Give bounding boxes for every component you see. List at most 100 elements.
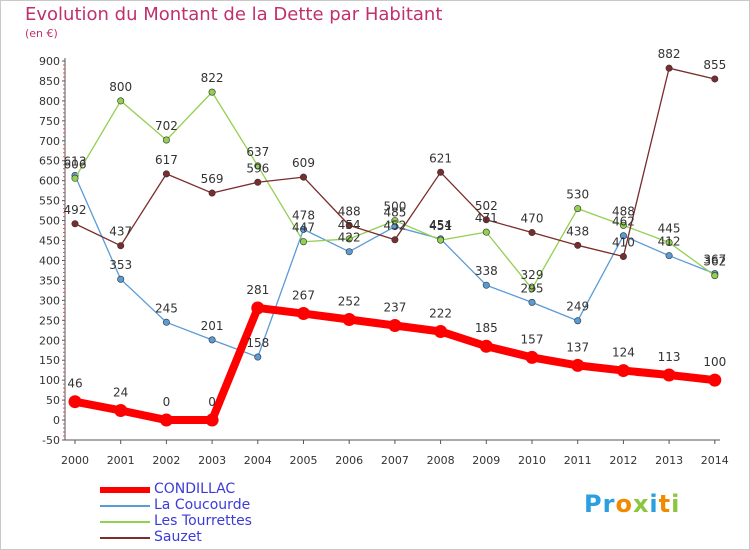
y-tick-label: 250 xyxy=(39,314,60,327)
data-label-la-coucourde: 478 xyxy=(292,208,315,222)
legend-label-la-coucourde: La Coucourde xyxy=(154,497,251,513)
data-label-sauzet: 617 xyxy=(155,153,178,167)
data-point-la-coucourde xyxy=(345,248,353,256)
data-point-sauzet xyxy=(345,221,353,229)
data-point-sauzet xyxy=(162,170,170,178)
y-tick-label: 500 xyxy=(39,215,60,228)
logo-letter: o xyxy=(615,490,633,518)
data-point-condillac xyxy=(342,313,356,327)
data-label-condillac: 124 xyxy=(612,346,635,360)
x-tick-label: 2002 xyxy=(152,454,180,467)
legend-swatch-sauzet xyxy=(100,537,150,539)
y-tick-label: 650 xyxy=(39,155,60,168)
y-tick-label: 800 xyxy=(39,95,60,108)
data-label-les-tourrettes: 329 xyxy=(521,268,544,282)
legend-label-les-tourrettes: Les Tourrettes xyxy=(154,513,252,529)
x-tick-label: 2003 xyxy=(198,454,226,467)
data-point-les-tourrettes xyxy=(117,97,125,105)
x-tick-label: 2004 xyxy=(244,454,272,467)
data-label-condillac: 267 xyxy=(292,289,315,303)
y-tick-label: 450 xyxy=(39,235,60,248)
y-tick-label: 300 xyxy=(39,294,60,307)
data-label-condillac: 237 xyxy=(383,301,406,315)
data-point-la-coucourde xyxy=(162,318,170,326)
y-tick-label: -50 xyxy=(42,434,60,447)
data-point-sauzet xyxy=(254,178,262,186)
data-label-les-tourrettes: 447 xyxy=(292,221,315,235)
y-tick-label: 550 xyxy=(39,195,60,208)
data-point-condillac xyxy=(68,395,82,409)
data-label-la-coucourde: 201 xyxy=(201,319,224,333)
y-tick-label: 700 xyxy=(39,135,60,148)
y-tick-label: 150 xyxy=(39,354,60,367)
data-label-sauzet: 470 xyxy=(521,212,544,226)
legend-swatch-la-coucourde xyxy=(100,505,150,507)
x-tick-label: 2008 xyxy=(427,454,455,467)
data-point-condillac xyxy=(662,368,676,382)
data-point-condillac xyxy=(434,324,448,338)
logo-letter: r xyxy=(602,490,616,518)
data-label-condillac: 24 xyxy=(113,385,128,399)
data-point-la-coucourde xyxy=(665,252,673,260)
x-tick-label: 2012 xyxy=(609,454,637,467)
y-tick-label: 600 xyxy=(39,175,60,188)
data-point-condillac xyxy=(159,413,173,427)
data-point-sauzet xyxy=(528,229,536,237)
data-label-les-tourrettes: 471 xyxy=(475,211,498,225)
data-point-les-tourrettes xyxy=(437,236,445,244)
data-label-sauzet: 452 xyxy=(383,219,406,233)
data-point-la-coucourde xyxy=(482,281,490,289)
data-point-les-tourrettes xyxy=(208,88,216,96)
data-point-condillac xyxy=(205,413,219,427)
data-label-sauzet: 609 xyxy=(292,156,315,170)
data-label-la-coucourde: 422 xyxy=(338,231,361,245)
data-label-condillac: 100 xyxy=(703,355,726,369)
data-point-sauzet xyxy=(619,252,627,260)
data-point-condillac xyxy=(297,307,310,321)
x-tick-label: 2009 xyxy=(472,454,500,467)
legend-label-sauzet: Sauzet xyxy=(154,529,202,545)
logo-letter: i xyxy=(671,490,681,518)
data-point-sauzet xyxy=(71,220,79,228)
data-label-les-tourrettes: 500 xyxy=(383,200,406,214)
data-point-condillac xyxy=(479,339,493,353)
data-point-sauzet xyxy=(437,168,445,176)
data-label-condillac: 113 xyxy=(658,350,681,364)
y-tick-label: 350 xyxy=(39,274,60,287)
data-point-condillac xyxy=(114,403,128,417)
proxiti-logo: Proxiti xyxy=(584,490,680,518)
data-label-les-tourrettes: 822 xyxy=(201,71,224,85)
data-point-les-tourrettes xyxy=(254,162,262,170)
legend-swatch-les-tourrettes xyxy=(100,521,150,523)
data-label-les-tourrettes: 451 xyxy=(429,219,452,233)
data-label-sauzet: 596 xyxy=(246,161,269,175)
data-point-la-coucourde xyxy=(619,232,627,240)
logo-letter: x xyxy=(632,490,650,518)
logo-letter: P xyxy=(584,490,603,518)
data-point-sauzet xyxy=(482,216,490,224)
data-point-sauzet xyxy=(711,75,719,83)
data-label-condillac: 281 xyxy=(246,283,269,297)
data-point-les-tourrettes xyxy=(665,239,673,247)
x-tick-label: 2006 xyxy=(335,454,363,467)
x-tick-label: 2010 xyxy=(518,454,546,467)
data-label-condillac: 252 xyxy=(338,295,361,309)
data-label-condillac: 222 xyxy=(429,306,452,320)
x-tick-label: 2001 xyxy=(107,454,135,467)
y-tick-label: 750 xyxy=(39,115,60,128)
data-point-les-tourrettes xyxy=(711,272,719,280)
data-point-la-coucourde xyxy=(254,353,262,361)
data-label-la-coucourde: 338 xyxy=(475,264,498,278)
data-point-les-tourrettes xyxy=(299,238,307,246)
data-label-la-coucourde: 353 xyxy=(109,258,132,272)
data-point-la-coucourde xyxy=(208,336,216,344)
data-label-sauzet: 621 xyxy=(429,151,452,165)
data-label-la-coucourde: 295 xyxy=(521,281,544,295)
data-point-la-coucourde xyxy=(117,275,125,283)
data-label-sauzet: 855 xyxy=(703,58,726,72)
logo-letter: i xyxy=(649,490,659,518)
logo-letter: t xyxy=(658,490,672,518)
data-point-les-tourrettes xyxy=(345,235,353,243)
data-label-sauzet: 492 xyxy=(64,203,87,217)
